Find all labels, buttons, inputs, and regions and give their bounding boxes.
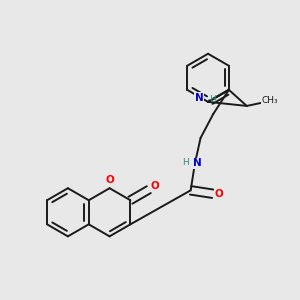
Text: CH₃: CH₃ (262, 96, 279, 105)
Text: -H: -H (208, 95, 218, 104)
Text: O: O (214, 189, 223, 199)
Text: N: N (193, 158, 202, 168)
Text: O: O (151, 181, 159, 191)
Text: N: N (195, 93, 203, 103)
Text: O: O (105, 175, 114, 185)
Text: H: H (182, 158, 189, 166)
